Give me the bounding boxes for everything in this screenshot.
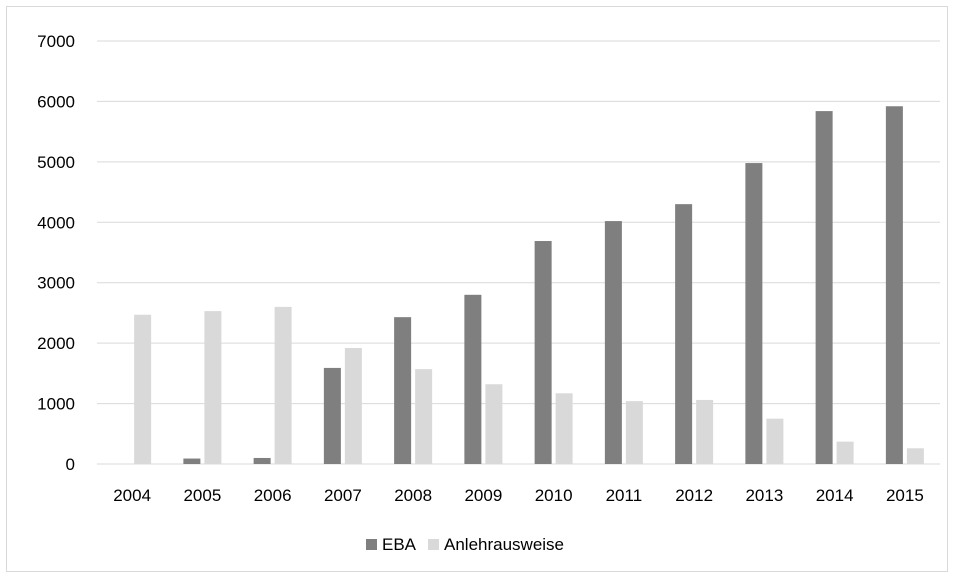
legend-swatch-anlehrausweise <box>428 539 439 550</box>
x-tick-label: 2008 <box>394 486 432 505</box>
y-axis-ticks: 0 1000 2000 3000 4000 5000 6000 7000 <box>37 32 75 474</box>
x-tick-label: 2014 <box>816 486 854 505</box>
bar-anlehrausweise-2008 <box>415 369 433 464</box>
x-tick-label: 2010 <box>535 486 573 505</box>
bar-anlehrausweise-2013 <box>766 418 784 464</box>
bar-eba-2013 <box>745 163 763 464</box>
x-tick-label: 2013 <box>745 486 783 505</box>
x-axis-ticks: 2004 2005 2006 2007 2008 2009 2010 2011 2012 2013… <box>113 486 924 505</box>
y-tick-label: 3000 <box>37 274 75 293</box>
y-tick-label: 2000 <box>37 334 75 353</box>
x-tick-label: 2012 <box>675 486 713 505</box>
x-tick-label: 2009 <box>464 486 502 505</box>
bar-anlehrausweise-2011 <box>625 401 643 464</box>
legend: EBA Anlehrausweise <box>366 535 564 554</box>
bar-eba-2010 <box>534 241 552 464</box>
bar-anlehrausweise-2006 <box>274 306 292 464</box>
x-tick-label: 2005 <box>183 486 221 505</box>
bar-anlehrausweise-2015 <box>906 448 924 464</box>
y-tick-label: 1000 <box>37 395 75 414</box>
bar-anlehrausweise-2009 <box>485 384 503 464</box>
x-tick-label: 2007 <box>324 486 362 505</box>
x-tick-label: 2011 <box>606 486 643 505</box>
y-tick-label: 4000 <box>37 213 75 232</box>
y-tick-label: 7000 <box>37 32 75 51</box>
bar-eba-2008 <box>394 317 412 464</box>
bar-eba-2007 <box>323 367 341 464</box>
bar-eba-2014 <box>815 111 833 465</box>
bar-eba-2011 <box>604 221 622 464</box>
y-tick-label: 0 <box>66 455 75 474</box>
x-tick-label: 2004 <box>113 486 151 505</box>
legend-label-anlehrausweise: Anlehrausweise <box>444 535 564 554</box>
bar-eba-2005 <box>183 458 201 464</box>
chart-frame <box>6 6 948 572</box>
bar-eba-2015 <box>885 106 903 465</box>
x-tick-label: 2015 <box>886 486 924 505</box>
bar-anlehrausweise-2012 <box>696 399 714 464</box>
bar-eba-2012 <box>675 204 693 464</box>
bar-anlehrausweise-2007 <box>344 347 362 464</box>
bar-anlehrausweise-2010 <box>555 393 573 464</box>
bar-eba-2009 <box>464 294 482 464</box>
bar-eba-2006 <box>253 457 271 464</box>
legend-label-eba: EBA <box>382 535 417 554</box>
bar-anlehrausweise-2005 <box>204 311 222 464</box>
gridlines <box>97 40 940 465</box>
bars <box>134 106 924 465</box>
bar-anlehrausweise-2004 <box>134 314 152 464</box>
y-tick-label: 5000 <box>37 153 75 172</box>
bar-anlehrausweise-2014 <box>836 441 854 464</box>
legend-swatch-eba <box>366 539 377 550</box>
y-tick-label: 6000 <box>37 92 75 111</box>
x-tick-label: 2006 <box>254 486 292 505</box>
